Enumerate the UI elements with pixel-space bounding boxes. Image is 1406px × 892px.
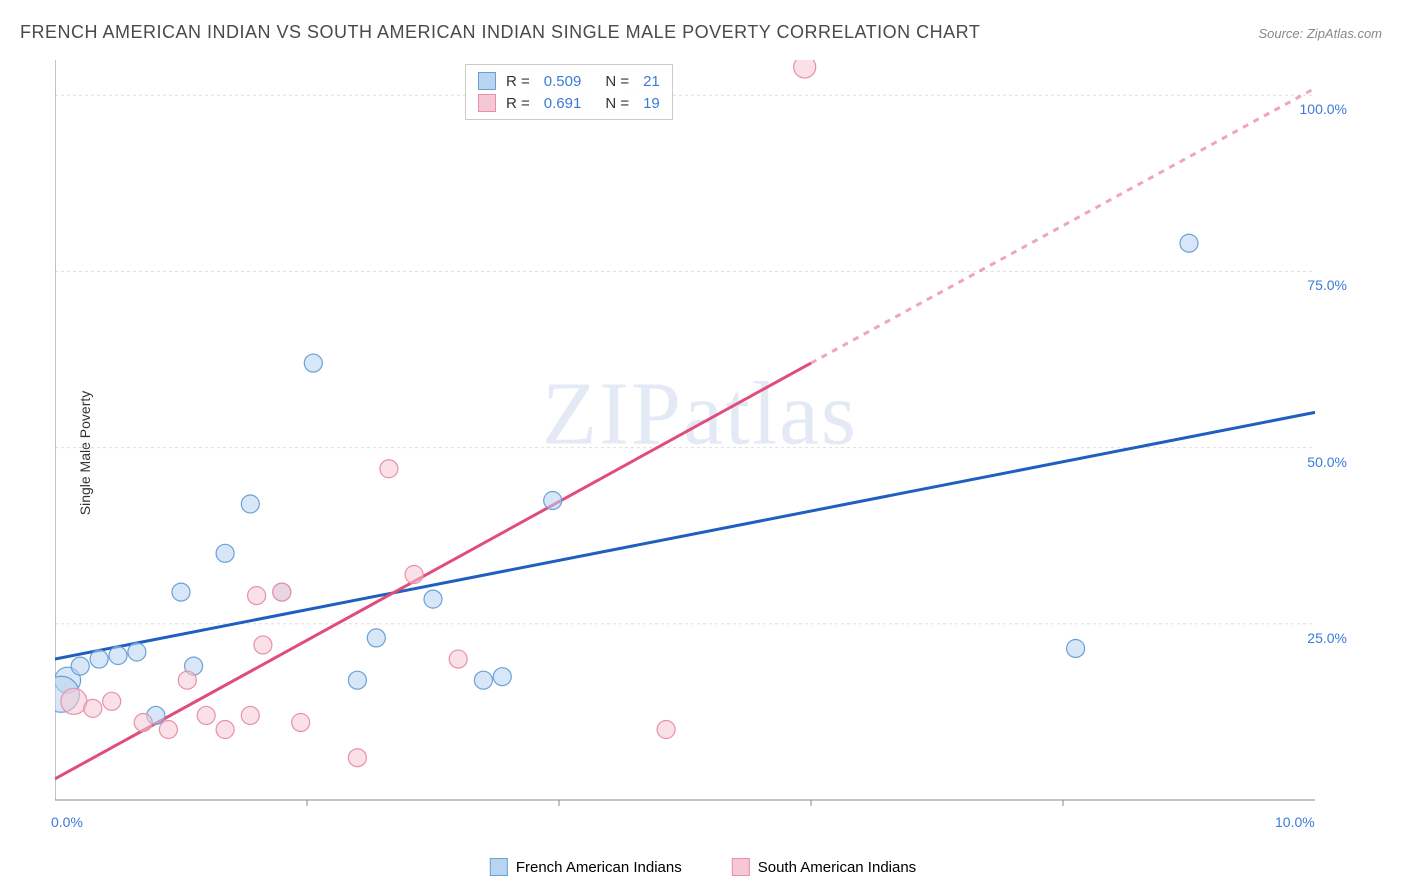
scatter-chart [55,60,1345,830]
r-label: R = [506,95,530,112]
n-label: N = [605,95,629,112]
n-value: 19 [643,95,660,112]
legend-label: French American Indians [516,859,682,876]
r-value: 0.691 [544,95,582,112]
chart-area: Single Male Poverty ZIPatlas R = 0.509 N… [55,60,1345,830]
x-tick-label: 10.0% [1275,814,1315,830]
y-tick-label: 100.0% [1300,101,1347,117]
stats-legend-box: R = 0.509 N = 21 R = 0.691 N = 19 [465,64,673,120]
legend-item: French American Indians [490,858,682,876]
y-tick-label: 50.0% [1307,454,1347,470]
chart-title: FRENCH AMERICAN INDIAN VS SOUTH AMERICAN… [20,22,980,43]
stats-row: R = 0.691 N = 19 [478,92,660,114]
n-label: N = [605,73,629,90]
r-label: R = [506,73,530,90]
legend-label: South American Indians [758,859,916,876]
y-tick-label: 75.0% [1307,277,1347,293]
legend-swatch [490,858,508,876]
legend-swatch [732,858,750,876]
legend-swatch [478,72,496,90]
legend-swatch [478,94,496,112]
x-tick-label: 0.0% [51,814,83,830]
r-value: 0.509 [544,73,582,90]
legend-item: South American Indians [732,858,916,876]
bottom-legend: French American Indians South American I… [490,858,916,876]
n-value: 21 [643,73,660,90]
y-tick-label: 25.0% [1307,630,1347,646]
source-label: Source: ZipAtlas.com [1258,26,1382,41]
stats-row: R = 0.509 N = 21 [478,70,660,92]
